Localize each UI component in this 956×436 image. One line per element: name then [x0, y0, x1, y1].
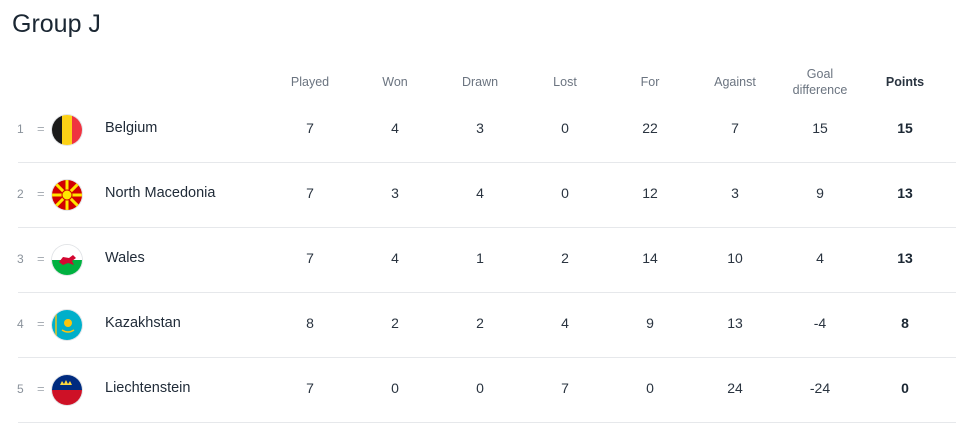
row-divider	[18, 227, 956, 228]
cell-lost: 0	[561, 185, 569, 201]
position-unchanged-icon: =	[37, 186, 45, 201]
cell-drawn: 0	[476, 380, 484, 396]
cell-won: 4	[391, 250, 399, 266]
cell-gd: -4	[813, 315, 827, 331]
rank: 3	[17, 252, 24, 266]
row-divider	[18, 357, 956, 358]
table-header: Played Won Drawn Lost For Against Goal d…	[0, 64, 956, 100]
rank: 5	[17, 382, 24, 396]
cell-for: 12	[642, 185, 658, 201]
cell-lost: 7	[561, 380, 569, 396]
cell-points: 13	[897, 185, 913, 201]
row-divider	[18, 292, 956, 293]
cell-gd: 15	[812, 120, 828, 136]
cell-for: 14	[642, 250, 658, 266]
team-name[interactable]: North Macedonia	[105, 185, 216, 201]
rank: 2	[17, 187, 24, 201]
cell-won: 0	[391, 380, 399, 396]
position-unchanged-icon: =	[37, 381, 45, 396]
team-name[interactable]: Liechtenstein	[105, 380, 191, 396]
header-for: For	[640, 75, 660, 89]
row-divider	[18, 422, 956, 423]
cell-for: 9	[646, 315, 654, 331]
cell-points: 8	[901, 315, 909, 331]
cell-drawn: 2	[476, 315, 484, 331]
header-against: Against	[714, 75, 756, 89]
cell-drawn: 3	[476, 120, 484, 136]
cell-gd: 9	[816, 185, 824, 201]
cell-lost: 2	[561, 250, 569, 266]
team-name[interactable]: Wales	[105, 250, 145, 266]
cell-against: 13	[727, 315, 743, 331]
cell-for: 0	[646, 380, 654, 396]
cell-won: 3	[391, 185, 399, 201]
position-unchanged-icon: =	[37, 121, 45, 136]
cell-against: 10	[727, 250, 743, 266]
header-drawn: Drawn	[461, 75, 499, 89]
header-played: Played	[290, 75, 330, 89]
cell-played: 7	[306, 120, 314, 136]
header-points: Points	[885, 75, 925, 89]
header-won: Won	[382, 75, 408, 89]
cell-won: 2	[391, 315, 399, 331]
north-macedonia-flag-icon	[52, 180, 82, 210]
cell-drawn: 1	[476, 250, 484, 266]
cell-lost: 4	[561, 315, 569, 331]
team-name[interactable]: Belgium	[105, 120, 158, 136]
cell-gd: 4	[816, 250, 824, 266]
table-row[interactable]: 4 = Kazakhstan 8 2 2 4 9 13 -4 8	[0, 293, 956, 358]
cell-against: 3	[731, 185, 739, 201]
table-row[interactable]: 3 = Wales 7 4 1 2 14 10 4 13	[0, 228, 956, 293]
cell-points: 13	[897, 250, 913, 266]
rank: 4	[17, 317, 24, 331]
cell-gd: -24	[809, 380, 831, 396]
cell-drawn: 4	[476, 185, 484, 201]
cell-played: 7	[306, 380, 314, 396]
rank: 1	[17, 122, 24, 136]
liechtenstein-flag-icon	[52, 375, 82, 405]
header-lost: Lost	[553, 75, 577, 89]
cell-points: 0	[901, 380, 909, 396]
cell-against: 7	[731, 120, 739, 136]
cell-for: 22	[642, 120, 658, 136]
cell-played: 8	[306, 315, 314, 331]
team-name[interactable]: Kazakhstan	[105, 315, 181, 331]
belgium-flag-icon	[52, 115, 82, 145]
cell-played: 7	[306, 185, 314, 201]
position-unchanged-icon: =	[37, 251, 45, 266]
table-row[interactable]: 5 = Liechtenstein 7 0 0 7 0 24 -24 0	[0, 358, 956, 423]
page-title: Group J	[12, 10, 101, 38]
row-divider	[18, 162, 956, 163]
kazakhstan-flag-icon	[52, 310, 82, 340]
cell-against: 24	[727, 380, 743, 396]
table-row[interactable]: 1 = Belgium 7 4 3 0 22 7 15 15	[0, 98, 956, 163]
table-row[interactable]: 2 = North Macedonia 7 3 4 0 12 3 9 13	[0, 163, 956, 228]
position-unchanged-icon: =	[37, 316, 45, 331]
cell-played: 7	[306, 250, 314, 266]
cell-points: 15	[897, 120, 913, 136]
cell-lost: 0	[561, 120, 569, 136]
wales-flag-icon	[52, 245, 82, 275]
header-goal-difference: Goal difference	[792, 67, 848, 97]
cell-won: 4	[391, 120, 399, 136]
